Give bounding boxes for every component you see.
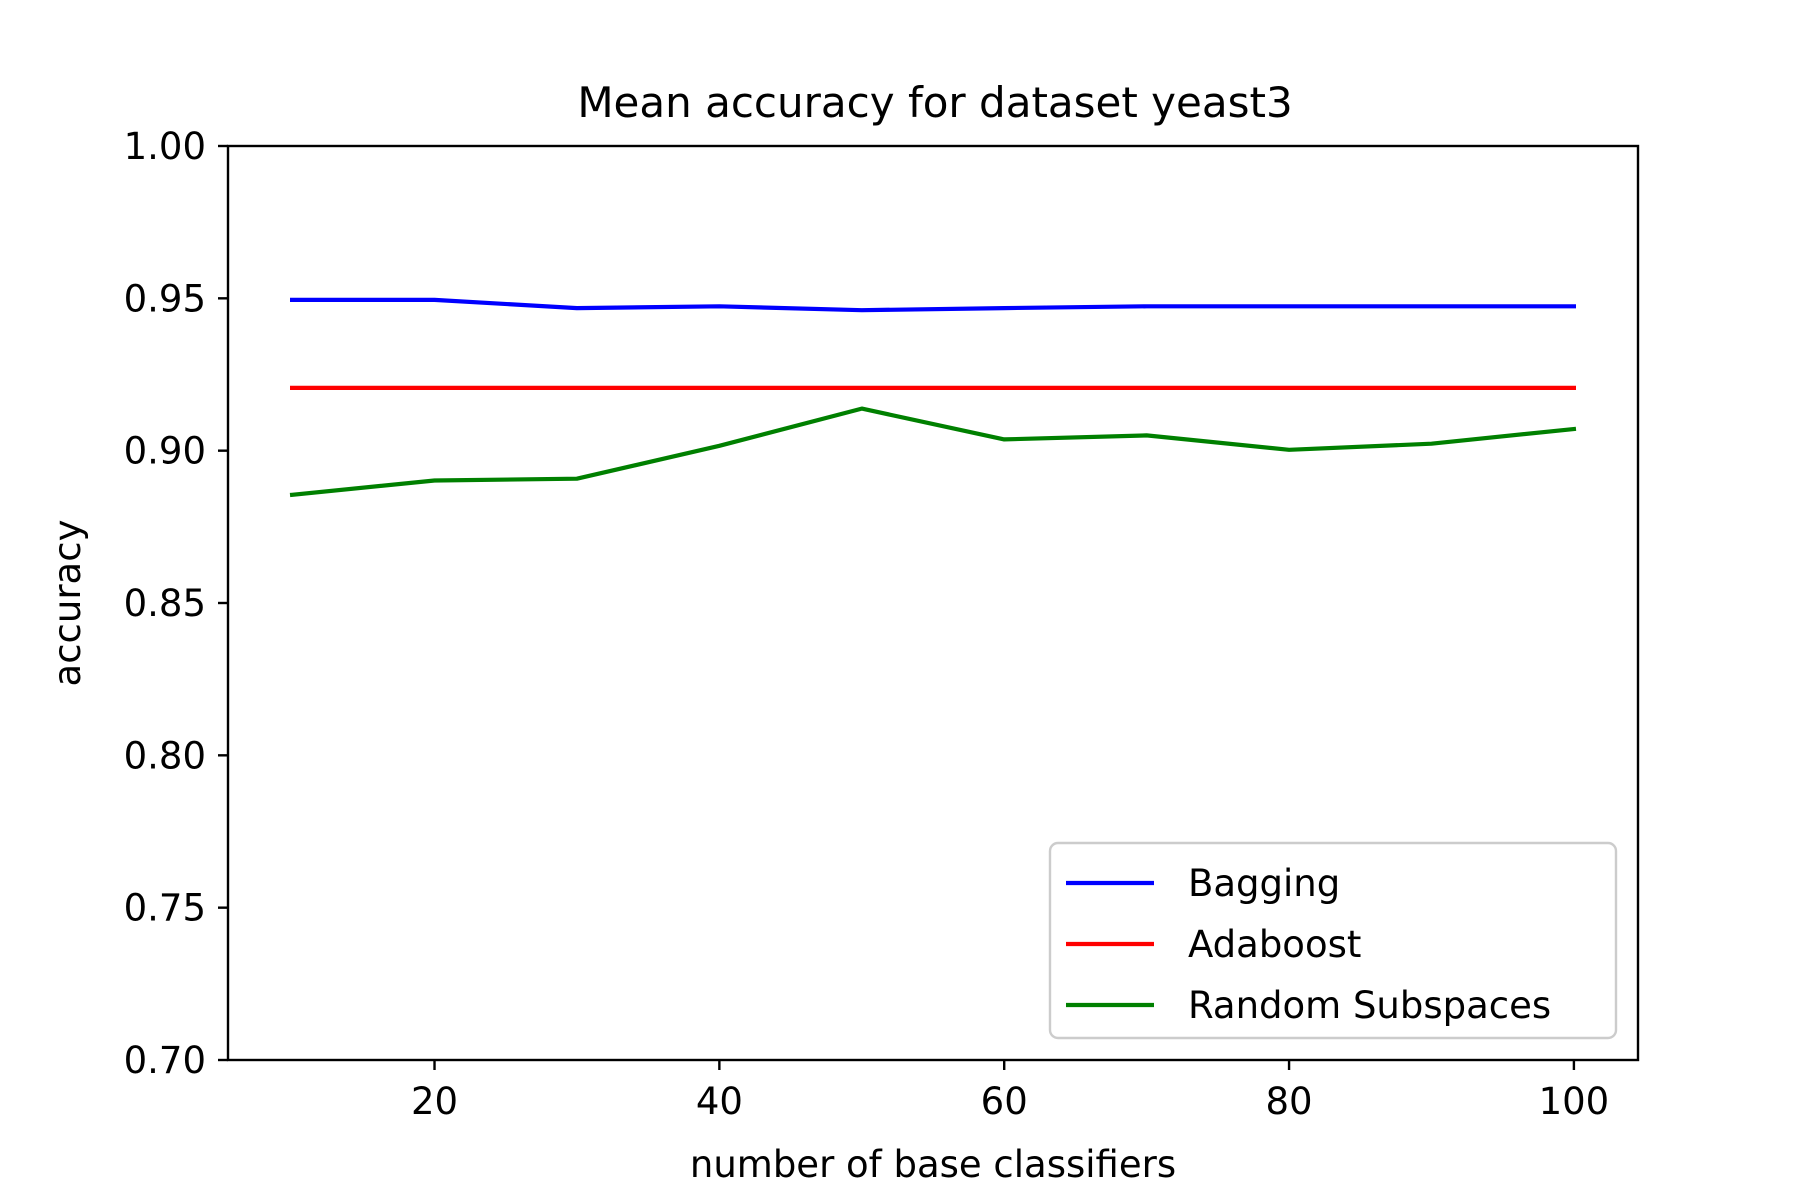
x-axis-label: number of base classifiers: [690, 1143, 1176, 1186]
chart-title: Mean accuracy for dataset yeast3: [577, 78, 1292, 127]
x-tick-label: 20: [411, 1080, 458, 1123]
legend-label: Bagging: [1188, 862, 1340, 905]
x-tick-label: 80: [1266, 1080, 1313, 1123]
y-tick-label: 0.75: [124, 887, 206, 930]
y-tick-label: 0.85: [124, 582, 206, 625]
legend-label: Random Subspaces: [1188, 984, 1551, 1027]
x-tick-label: 40: [696, 1080, 743, 1123]
series-line-random-subspaces: [289, 406, 1577, 498]
y-tick-label: 0.90: [124, 430, 206, 473]
legend-label: Adaboost: [1188, 923, 1361, 966]
x-axis: 20 40 60 80 100: [411, 1060, 1609, 1123]
y-axis-label: accuracy: [46, 520, 89, 687]
y-tick-label: 0.95: [124, 277, 206, 320]
y-tick-label: 0.70: [124, 1039, 206, 1082]
series-lines: [289, 297, 1577, 498]
x-tick-label: 100: [1539, 1080, 1610, 1123]
series-line-bagging: [290, 297, 1577, 313]
x-tick-label: 60: [981, 1080, 1028, 1123]
y-tick-label: 1.00: [124, 125, 206, 168]
y-axis: 0.70 0.75 0.80 0.85 0.90 0.95 1.00: [124, 125, 228, 1082]
y-tick-label: 0.80: [124, 734, 206, 777]
legend: Bagging Adaboost Random Subspaces: [1048, 841, 1618, 1040]
legend-box: [1048, 841, 1618, 1040]
